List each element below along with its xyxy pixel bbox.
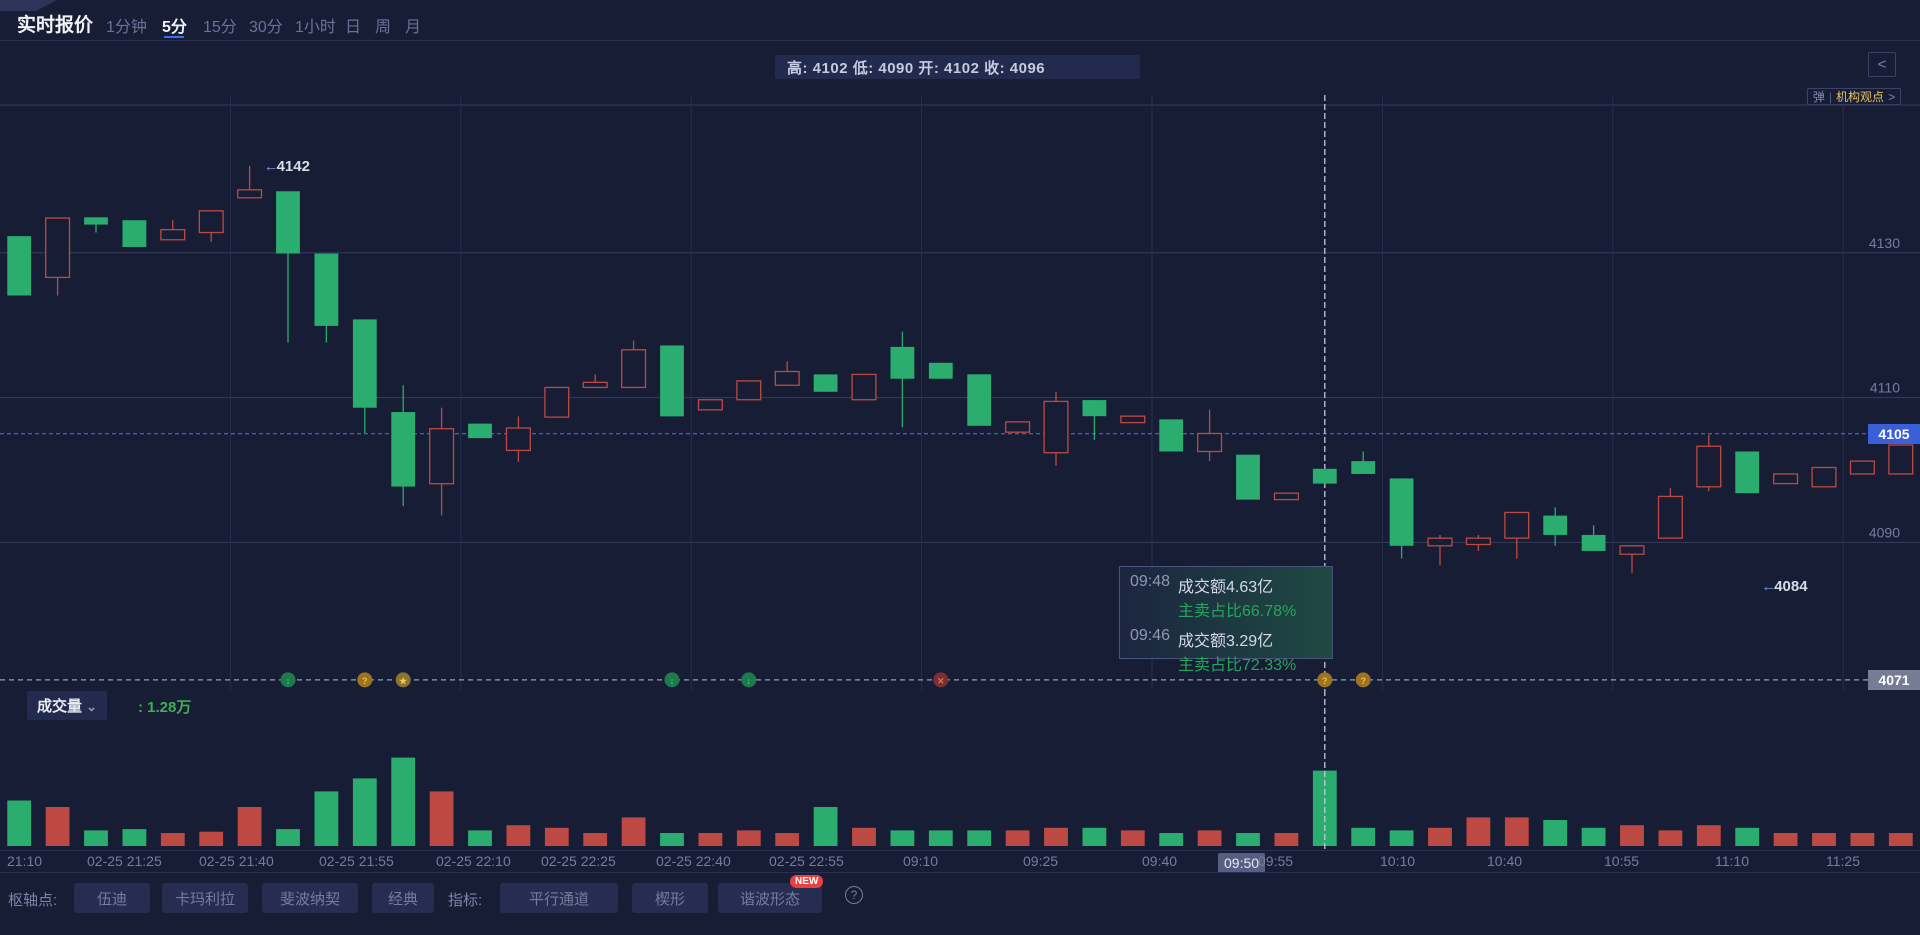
svg-text:↕: ↕ xyxy=(286,676,291,686)
svg-text:4142: 4142 xyxy=(277,158,310,175)
svg-text:4084: 4084 xyxy=(1774,578,1808,595)
svg-text:?: ? xyxy=(1322,676,1328,686)
svg-text:4110: 4110 xyxy=(1870,380,1900,396)
svg-text:?: ? xyxy=(362,676,368,686)
svg-text:↕: ↕ xyxy=(670,676,675,686)
svg-text:?: ? xyxy=(1360,676,1366,686)
svg-text:↕: ↕ xyxy=(747,676,752,686)
svg-text:✕: ✕ xyxy=(937,676,945,686)
svg-text:★: ★ xyxy=(399,676,408,686)
svg-text:4090: 4090 xyxy=(1869,524,1900,540)
svg-text:4130: 4130 xyxy=(1869,235,1900,251)
